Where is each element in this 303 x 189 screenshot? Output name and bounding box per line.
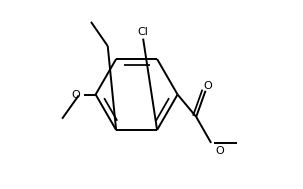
- Text: O: O: [203, 81, 212, 91]
- Text: O: O: [72, 90, 80, 99]
- Text: O: O: [216, 146, 225, 156]
- Text: Cl: Cl: [138, 27, 148, 37]
